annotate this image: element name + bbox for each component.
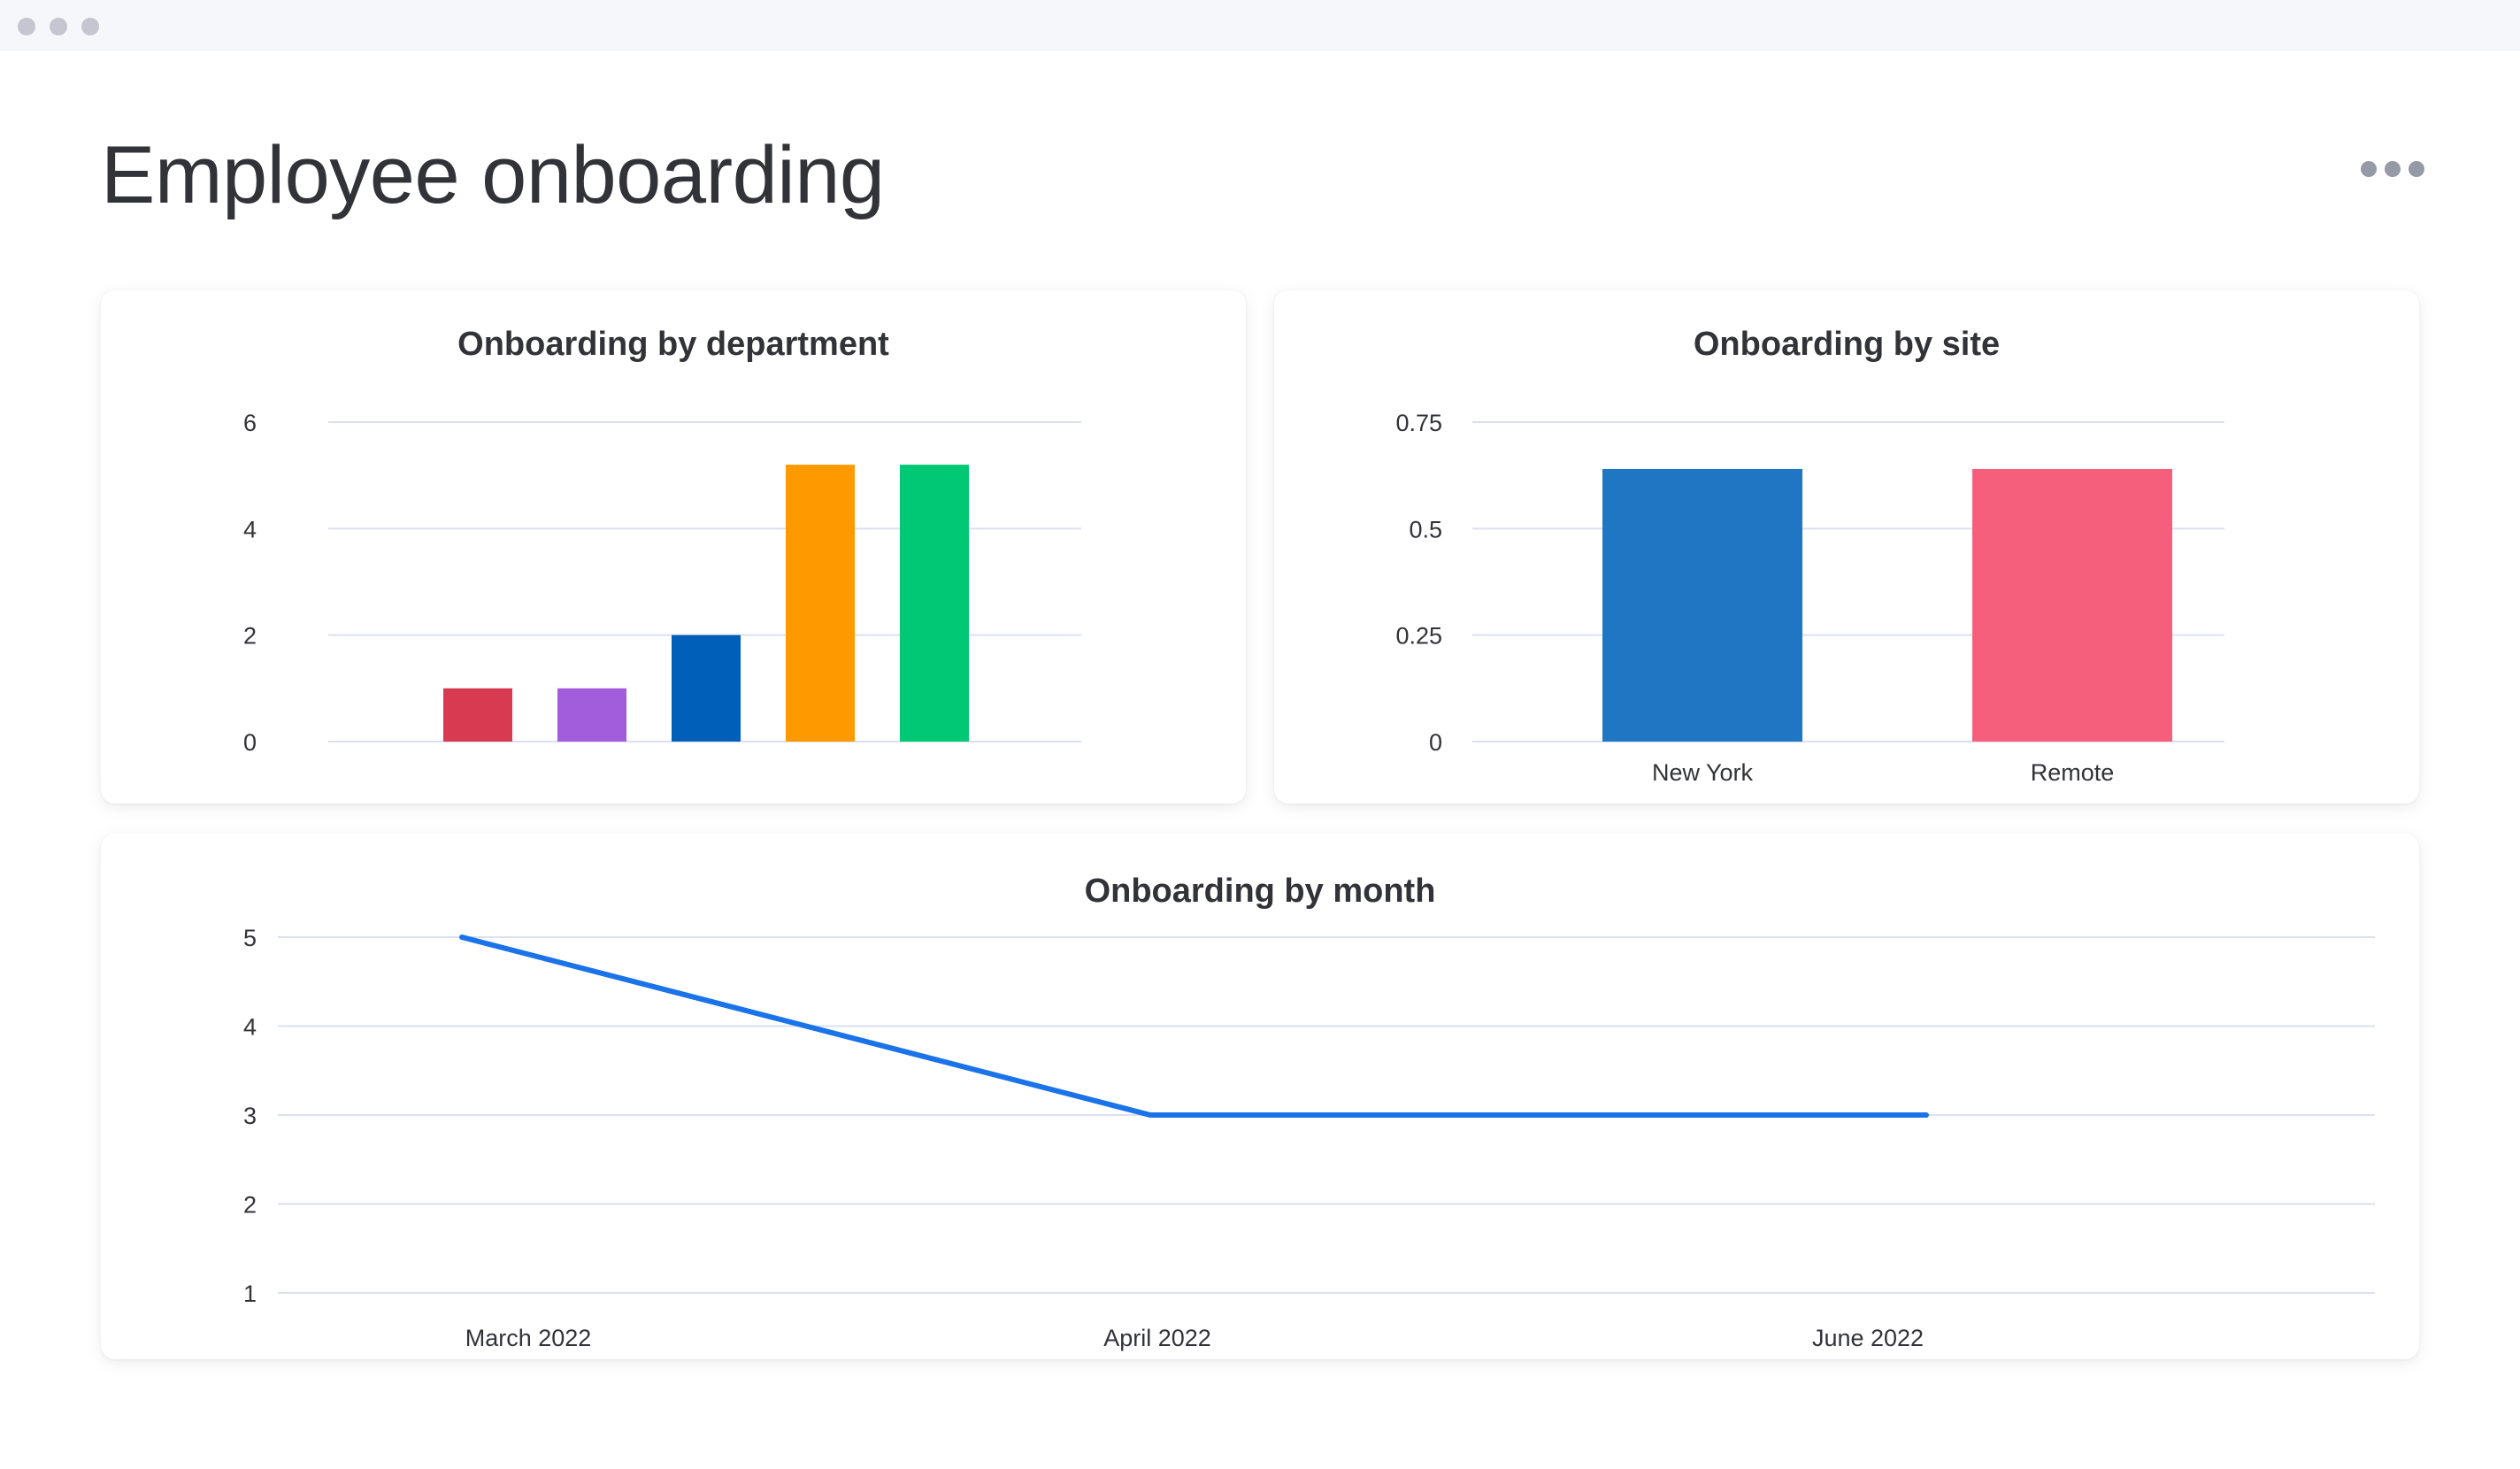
more-options-icon[interactable] <box>2361 156 2424 182</box>
x-tick-label: June 2022 <box>1812 1325 1924 1351</box>
data-point <box>1148 1112 1153 1118</box>
y-tick-label: 0.75 <box>1395 410 1442 436</box>
department-bar-chart: 0 2 4 6 <box>243 410 1081 756</box>
bar <box>557 688 626 742</box>
chart-title: Onboarding by department <box>457 326 889 363</box>
bar <box>1602 468 1802 742</box>
window-close-icon[interactable] <box>18 18 35 35</box>
y-tick-label: 0.5 <box>1409 516 1442 542</box>
y-tick-label: 5 <box>243 925 257 951</box>
y-tick-label: 6 <box>243 410 257 436</box>
window-title-bar <box>0 0 2520 50</box>
y-tick-label: 0.25 <box>1395 623 1442 650</box>
page-title: Employee onboarding <box>101 130 885 220</box>
more-dot <box>2385 161 2401 177</box>
site-bar-chart: 0 0.25 0.5 0.75 New York Remote <box>1395 410 2224 786</box>
month-line-chart: 1 2 3 4 5 March 2022 April 2022 June 2022 <box>243 925 2375 1351</box>
more-dot <box>2361 161 2377 177</box>
chart-title: Onboarding by site <box>1693 326 2001 363</box>
data-point <box>459 934 465 940</box>
bar <box>786 465 855 742</box>
y-tick-label: 4 <box>243 1014 257 1041</box>
window-maximize-icon[interactable] <box>81 18 99 35</box>
x-tick-label: New York <box>1652 759 1754 786</box>
bar <box>443 688 512 742</box>
chart-card-month[interactable]: Onboarding by month 1 2 3 4 5 March 2022 April… <box>101 834 2419 1359</box>
bar <box>672 635 741 742</box>
more-dot <box>2409 161 2424 177</box>
window-minimize-icon[interactable] <box>50 18 67 35</box>
data-point <box>1924 1112 1929 1118</box>
y-tick-label: 0 <box>243 729 257 756</box>
chart-card-department[interactable]: Onboarding by department 0 2 4 6 <box>101 290 1246 804</box>
bar <box>1972 468 2172 742</box>
chart-title: Onboarding by month <box>1084 873 1436 910</box>
chart-card-site[interactable]: Onboarding by site 0 0.25 0.5 0.75 New York R… <box>1274 290 2419 804</box>
x-tick-label: April 2022 <box>1103 1325 1211 1351</box>
bar <box>900 465 969 742</box>
y-tick-label: 1 <box>243 1281 257 1307</box>
x-tick-label: Remote <box>2031 759 2115 786</box>
y-tick-label: 2 <box>243 1192 257 1219</box>
y-tick-label: 4 <box>243 516 257 542</box>
y-tick-label: 0 <box>1429 729 1442 756</box>
y-tick-label: 3 <box>243 1103 257 1129</box>
x-tick-label: March 2022 <box>465 1325 592 1351</box>
y-tick-label: 2 <box>243 623 257 650</box>
